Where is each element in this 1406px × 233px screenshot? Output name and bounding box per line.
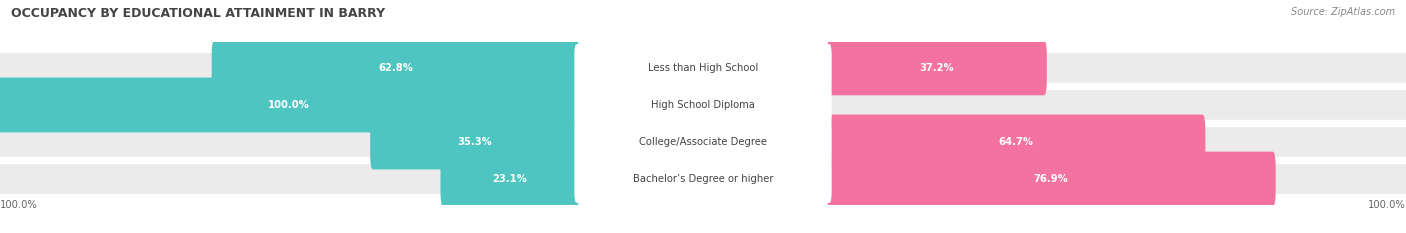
FancyBboxPatch shape bbox=[0, 127, 1406, 157]
FancyBboxPatch shape bbox=[575, 155, 832, 203]
Text: Bachelor’s Degree or higher: Bachelor’s Degree or higher bbox=[633, 174, 773, 184]
FancyBboxPatch shape bbox=[575, 81, 832, 129]
Text: 100.0%: 100.0% bbox=[267, 100, 309, 110]
Text: High School Diploma: High School Diploma bbox=[651, 100, 755, 110]
FancyBboxPatch shape bbox=[0, 78, 579, 132]
Text: 37.2%: 37.2% bbox=[920, 63, 955, 73]
Text: 76.9%: 76.9% bbox=[1033, 174, 1069, 184]
Text: 23.1%: 23.1% bbox=[492, 174, 527, 184]
FancyBboxPatch shape bbox=[827, 115, 1205, 169]
Text: 64.7%: 64.7% bbox=[998, 137, 1033, 147]
FancyBboxPatch shape bbox=[440, 152, 579, 206]
Text: OCCUPANCY BY EDUCATIONAL ATTAINMENT IN BARRY: OCCUPANCY BY EDUCATIONAL ATTAINMENT IN B… bbox=[11, 7, 385, 20]
FancyBboxPatch shape bbox=[212, 41, 579, 95]
Text: 35.3%: 35.3% bbox=[457, 137, 492, 147]
FancyBboxPatch shape bbox=[370, 115, 579, 169]
Text: Less than High School: Less than High School bbox=[648, 63, 758, 73]
FancyBboxPatch shape bbox=[575, 118, 832, 166]
Text: Source: ZipAtlas.com: Source: ZipAtlas.com bbox=[1291, 7, 1395, 17]
FancyBboxPatch shape bbox=[0, 90, 1406, 120]
FancyBboxPatch shape bbox=[827, 152, 1275, 206]
Text: 100.0%: 100.0% bbox=[1368, 200, 1406, 210]
FancyBboxPatch shape bbox=[575, 44, 832, 92]
Text: 100.0%: 100.0% bbox=[0, 200, 38, 210]
FancyBboxPatch shape bbox=[0, 53, 1406, 83]
FancyBboxPatch shape bbox=[0, 164, 1406, 194]
Text: 62.8%: 62.8% bbox=[378, 63, 413, 73]
Text: College/Associate Degree: College/Associate Degree bbox=[638, 137, 768, 147]
FancyBboxPatch shape bbox=[827, 41, 1047, 95]
